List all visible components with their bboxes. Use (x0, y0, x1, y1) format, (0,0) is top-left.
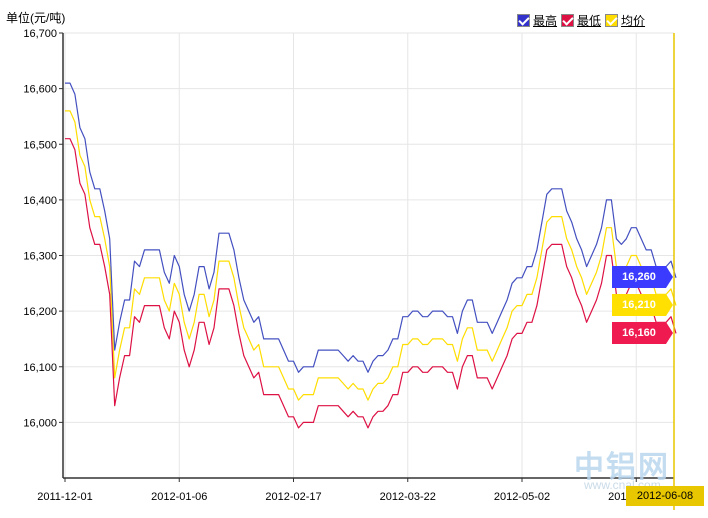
crosshair-date-label: 2012-06-08 (626, 486, 704, 506)
legend-item-avg[interactable]: 均价 (605, 12, 645, 29)
x-axis-ticks: 2011-12-01 2012-01-06 2012-02-17 2012-03-22… (37, 478, 664, 503)
y-tick-label: 16,500 (23, 139, 57, 151)
grid-lines (63, 32, 674, 478)
legend-label-high[interactable]: 最高 (533, 14, 558, 28)
legend: 最高 最低 均价 (517, 12, 649, 29)
value-badge-low: 16,160 (612, 322, 673, 344)
series-line-avg (65, 110, 677, 401)
checkbox-icon[interactable] (561, 14, 575, 27)
y-tick-label: 16,000 (23, 417, 57, 429)
y-tick-label: 16,600 (23, 84, 57, 96)
legend-label-avg[interactable]: 均价 (621, 14, 646, 28)
watermark-logo: 中铝网 (574, 451, 670, 484)
series-line-high (65, 82, 677, 373)
checkbox-icon[interactable] (517, 14, 530, 27)
y-tick-label: 16,200 (23, 306, 57, 318)
y-tick-label: 16,300 (23, 251, 57, 263)
checkbox-icon[interactable] (605, 14, 619, 27)
y-axis-ticks: 16,000 16,100 16,200 16,300 16,400 16,500 16,6… (23, 28, 63, 429)
y-axis-unit-label: 单位(元/吨) (6, 11, 66, 25)
x-tick-label: 2012-03-22 (380, 491, 436, 503)
axes (62, 33, 675, 510)
x-tick-label: 2012-05-02 (494, 491, 550, 503)
y-tick-label: 16,100 (23, 362, 57, 374)
x-tick-label: 2011-12-01 (37, 491, 92, 503)
y-tick-label: 16,400 (23, 195, 57, 207)
legend-item-high[interactable]: 最高 (517, 12, 557, 29)
legend-label-low[interactable]: 最低 (577, 14, 602, 28)
x-tick-label: 2012-01-06 (151, 491, 207, 503)
series-lines (65, 82, 677, 429)
value-badge-avg: 16,210 (612, 294, 673, 316)
value-badge-high: 16,260 (612, 266, 673, 288)
y-tick-label: 16,700 (23, 28, 57, 40)
series-line-low (65, 138, 677, 429)
x-tick-label: 2012-02-17 (265, 491, 321, 503)
legend-item-low[interactable]: 最低 (561, 12, 601, 29)
